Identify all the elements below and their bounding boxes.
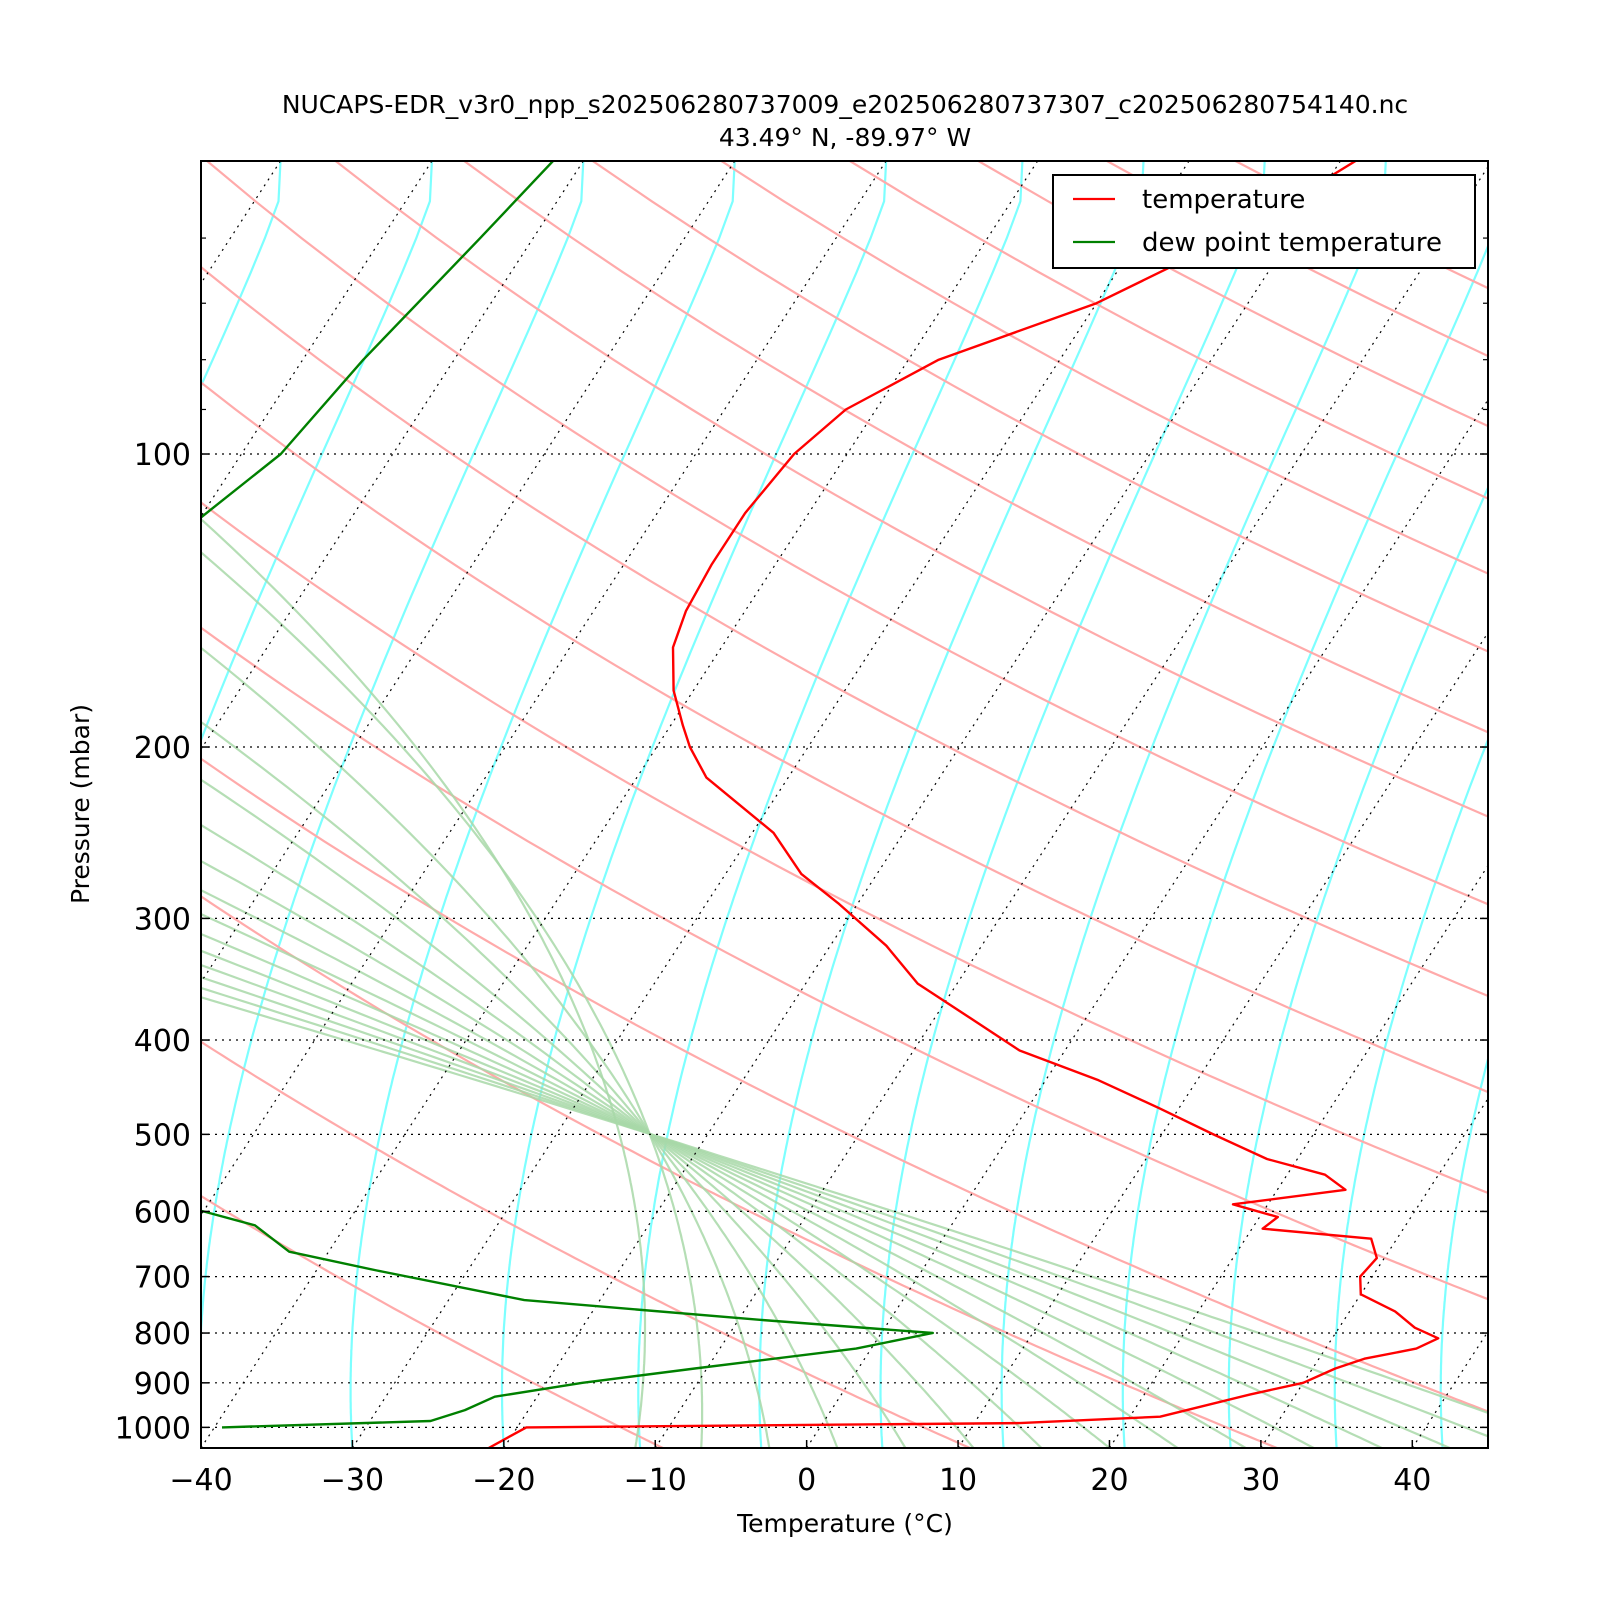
x-tick-label: 30: [1242, 1463, 1280, 1498]
isotherm-line: [201, 161, 1039, 1448]
y-axis-label: Pressure (mbar): [66, 704, 95, 904]
y-tick-label: 600: [134, 1195, 191, 1230]
dry-adiabat-line: [977, 161, 1488, 428]
moist-adiabat-line: [201, 963, 1383, 1448]
dry-adiabat-line: [1234, 161, 1488, 290]
mixing-ratio-line: [637, 161, 1024, 1448]
moist-adiabat-line: [201, 889, 1111, 1448]
dry-adiabat-line: [201, 757, 1488, 1413]
moist-adiabat-line: [201, 932, 1247, 1448]
dry-adiabat-line: [720, 161, 1488, 575]
dry-adiabat-line: [206, 161, 1488, 906]
axis-ticks: −40 −30 −20 −10 0 10 20 30 40 100 200 300 400 500 600 7…: [115, 237, 1488, 1498]
isotherm-line: [201, 161, 887, 1217]
moist-adiabat-line: [201, 646, 771, 1448]
dry-adiabat-line: [201, 626, 1488, 1301]
legend-label-dewpoint: dew point temperature: [1142, 228, 1442, 258]
dry-adiabat-line: [201, 1040, 971, 1448]
mixing-ratio-line: [1000, 161, 1387, 1448]
moist-adiabat-line: [201, 517, 647, 1448]
dry-adiabat-line: [201, 895, 1278, 1448]
temperature-line: [488, 161, 1440, 1448]
moist-adiabat-line: [201, 778, 907, 1448]
isotherm-line: [1108, 864, 1488, 1448]
mixing-ratio-line: [879, 161, 1266, 1448]
dry-adiabat-line: [201, 381, 1488, 1094]
y-tick-label: 900: [134, 1367, 191, 1402]
y-tick-label: 700: [134, 1261, 191, 1296]
moist-adiabat-line: [201, 949, 1315, 1448]
mixing-ratio-line: [1333, 736, 1488, 1448]
dry-adiabat-line: [201, 501, 1488, 1195]
x-tick-label: 20: [1090, 1463, 1128, 1498]
dry-adiabat-line: [334, 161, 1488, 818]
isotherm-line: [1260, 1097, 1488, 1448]
x-tick-label: −20: [472, 1463, 535, 1498]
mixing-ratio-line: [0, 161, 129, 1448]
x-tick-label: −40: [169, 1463, 232, 1498]
mixing-ratio-line: [201, 161, 585, 1448]
isotherm-line: [0, 161, 129, 1448]
moist-adiabat-line: [201, 550, 704, 1448]
isotherm-line: [957, 631, 1488, 1448]
y-tick-label: 100: [134, 438, 191, 473]
x-tick-label: −10: [624, 1463, 687, 1498]
mixing-ratio-line: [201, 161, 433, 743]
y-tick-label: 300: [134, 902, 191, 937]
background-lines: [0, 161, 1600, 1448]
x-tick-label: −30: [321, 1463, 384, 1498]
mixing-ratio-line: [500, 161, 888, 1448]
moist-adiabat-line: [201, 976, 1451, 1448]
x-tick-label: 10: [939, 1463, 977, 1498]
y-tick-label: 1000: [115, 1411, 191, 1446]
plot-frame: [200, 160, 1489, 1449]
moist-adiabat-line: [201, 986, 1488, 1438]
isotherm-line: [806, 398, 1488, 1448]
moist-adiabat-line: [201, 996, 1488, 1415]
data-series: [201, 161, 1440, 1448]
dewpoint-line: [201, 161, 934, 1429]
mixing-ratio-line: [349, 161, 736, 1448]
dry-adiabat-line: [201, 265, 1488, 998]
mixing-ratio-line: [1121, 243, 1488, 1448]
moist-adiabat-line: [201, 720, 839, 1448]
dry-adiabat-line: [463, 161, 1488, 734]
moist-adiabat-line: [201, 823, 975, 1448]
legend: temperature dew point temperature: [1052, 174, 1476, 269]
moist-adiabat-line: [201, 912, 1179, 1448]
dry-adiabat-line: [201, 1194, 664, 1448]
legend-box: [1052, 174, 1476, 269]
y-tick-label: 200: [134, 731, 191, 766]
legend-label-temperature: temperature: [1142, 185, 1305, 215]
y-tick-label: 500: [134, 1118, 191, 1153]
mixing-ratio-line: [1227, 485, 1488, 1448]
x-tick-label: 0: [797, 1463, 816, 1498]
moist-adiabat-line: [201, 859, 1043, 1448]
dry-adiabat-line: [1106, 161, 1488, 358]
mixing-ratio-line: [1439, 1054, 1488, 1448]
isotherm-line: [654, 165, 1488, 1448]
x-tick-label: 40: [1393, 1463, 1431, 1498]
chart-subtitle: 43.49° N, -89.97° W: [719, 123, 971, 152]
x-axis-label: Temperature (°C): [736, 1509, 953, 1538]
chart-title: NUCAPS-EDR_v3r0_npp_s202506280737009_e20…: [282, 90, 1408, 119]
y-tick-label: 800: [134, 1317, 191, 1352]
mixing-ratio-line: [1547, 161, 1600, 1448]
y-tick-label: 400: [134, 1024, 191, 1059]
